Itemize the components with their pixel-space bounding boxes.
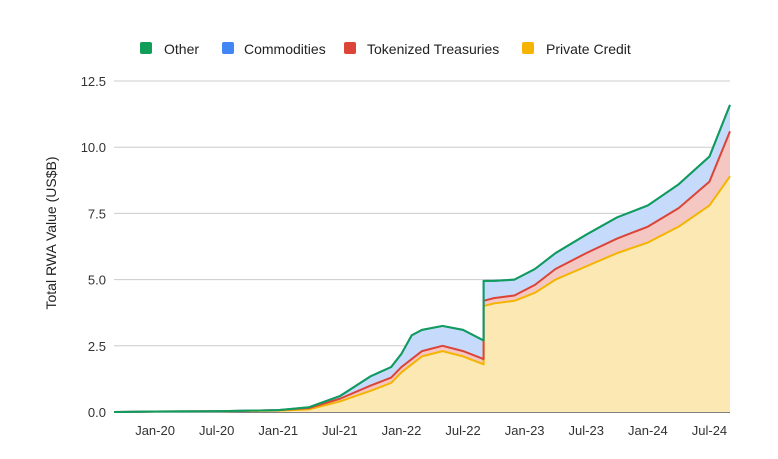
- legend-label-commodities: Commodities: [244, 41, 326, 57]
- series-line-other: [113, 104, 731, 413]
- plot-areas: [113, 104, 731, 413]
- x-tick-label: Jan-21: [258, 423, 298, 438]
- legend-label-other: Other: [164, 41, 199, 57]
- y-tick-label: 7.5: [88, 206, 106, 221]
- legend-swatch-other: [140, 42, 152, 54]
- legend-label-tokenized-treasuries: Tokenized Treasuries: [367, 41, 499, 57]
- legend-swatch-private-credit: [522, 42, 534, 54]
- y-axis-ticks: 0.0 2.5 5.0 7.5 10.0 12.5: [81, 74, 106, 420]
- series-line-private-credit: [113, 175, 731, 413]
- legend-swatch-tokenized-treasuries: [344, 42, 356, 54]
- legend: Other Commodities Tokenized Treasuries P…: [140, 41, 631, 57]
- y-tick-label: 10.0: [81, 140, 106, 155]
- x-tick-label: Jan-20: [135, 423, 175, 438]
- legend-label-private-credit: Private Credit: [546, 41, 631, 57]
- y-tick-label: 2.5: [88, 339, 106, 354]
- legend-swatch-commodities: [222, 42, 234, 54]
- x-tick-label: Jul-20: [199, 423, 234, 438]
- y-tick-label: 5.0: [88, 273, 106, 288]
- x-tick-label: Jul-22: [445, 423, 480, 438]
- x-tick-label: Jan-23: [505, 423, 545, 438]
- y-axis-title: Total RWA Value (US$B): [43, 156, 59, 309]
- x-tick-label: Jul-21: [322, 423, 357, 438]
- y-tick-label: 12.5: [81, 74, 106, 89]
- x-tick-label: Jan-22: [382, 423, 422, 438]
- x-axis-ticks: Jan-20 Jul-20 Jan-21 Jul-21 Jan-22 Jul-22 Jan-…: [135, 423, 727, 438]
- y-tick-label: 0.0: [88, 405, 106, 420]
- x-tick-label: Jul-23: [569, 423, 604, 438]
- x-tick-label: Jul-24: [692, 423, 727, 438]
- x-tick-label: Jan-24: [628, 423, 668, 438]
- area-private-credit: [114, 176, 730, 412]
